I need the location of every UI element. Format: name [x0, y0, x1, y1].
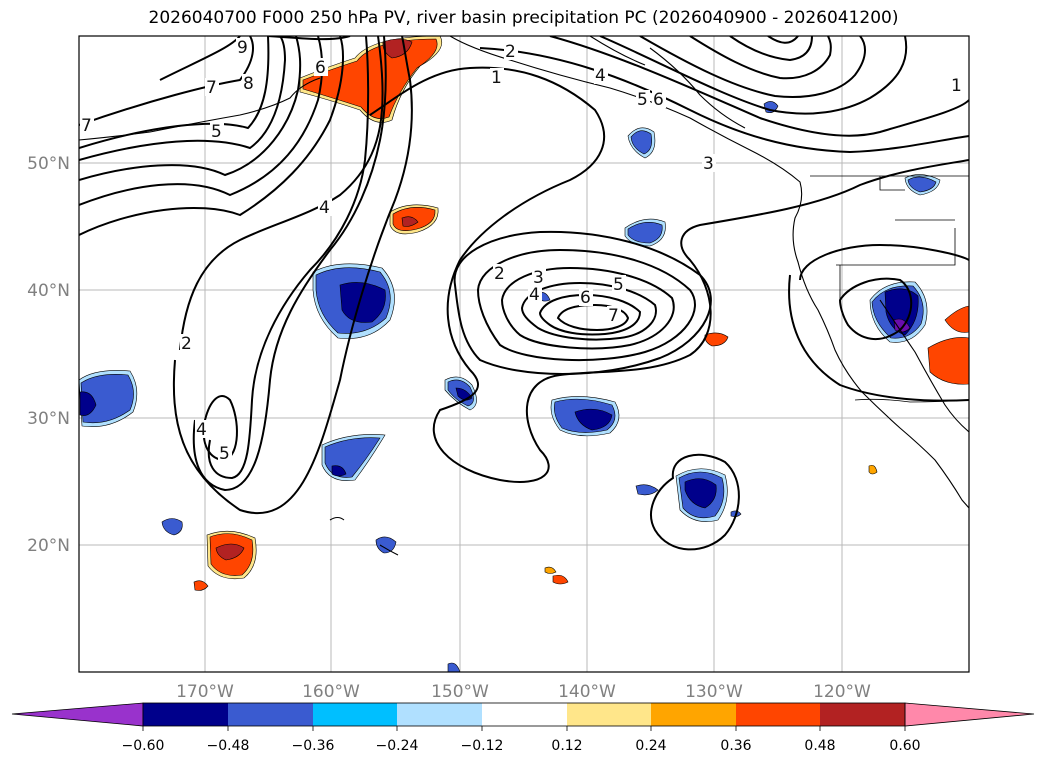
map-title: 2026040700 F000 250 hPa PV, river basin …	[148, 8, 899, 28]
contour-label: 5	[219, 444, 230, 464]
colorbar: −0.60 −0.48 −0.36 −0.24 −0.12 0.12 0.24 …	[11, 702, 1035, 754]
colorbar-segment	[482, 703, 567, 726]
latitude-labels: 50°N 40°N 30°N 20°N	[27, 154, 70, 556]
contour-label: 6	[653, 90, 664, 110]
lon-label: 170°W	[176, 682, 234, 702]
colorbar-tick-label: 0.12	[551, 738, 582, 754]
contour-label: 1	[951, 76, 962, 96]
lon-label: 160°W	[302, 682, 360, 702]
blob-23n-130w	[675, 468, 728, 522]
blob-socal	[927, 305, 969, 385]
blob-45n-155w	[389, 204, 439, 235]
colorbar-segment	[567, 703, 651, 726]
colorbar-tick-label: 0.48	[804, 738, 835, 754]
contour-label: 1	[491, 68, 502, 88]
colorbar-segment	[651, 703, 736, 726]
contour-label: 7	[81, 116, 92, 136]
colorbar-under-arrow	[11, 702, 144, 727]
contour-label: 7	[608, 306, 619, 326]
colorbar-tick-label: −0.12	[461, 738, 504, 754]
blob-26n-160w	[321, 434, 386, 481]
lat-label: 20°N	[27, 536, 70, 556]
contour-label: 6	[580, 288, 591, 308]
contour-label: 2	[494, 264, 505, 284]
colorbar-tick-label: −0.24	[376, 738, 419, 754]
lon-label: 130°W	[685, 682, 743, 702]
colorbar-tick-label: 0.36	[720, 738, 751, 754]
contour-label: 5	[211, 122, 222, 142]
colorbar-segment	[820, 703, 905, 726]
colorbar-tick-label: −0.36	[292, 738, 335, 754]
lon-label: 150°W	[431, 682, 489, 702]
colorbar-tick-label: −0.60	[122, 738, 165, 754]
colorbar-segment	[228, 703, 313, 726]
map-panel: 9 8 7 6 5 4 2 1 4 5 6 3 2 3	[79, 36, 969, 672]
blob-20n-168w	[206, 530, 257, 580]
blob-40n-160w	[312, 263, 395, 339]
lat-label: 30°N	[27, 409, 70, 429]
contour-label: 3	[533, 268, 544, 288]
contour-label: 4	[196, 420, 207, 440]
blob-small-misc	[161, 101, 941, 672]
colorbar-segment	[143, 703, 228, 726]
contour-label: 2	[181, 334, 192, 354]
lon-label: 120°W	[813, 682, 871, 702]
blob-52n-137w	[627, 127, 656, 159]
contour-label: 3	[703, 154, 714, 174]
blob-small-positive	[193, 332, 878, 591]
negative-anomaly-blobs	[79, 101, 941, 672]
contour-label: 6	[315, 58, 326, 78]
contour-label: 4	[529, 285, 540, 305]
pv-contours	[79, 36, 969, 551]
contour-label: 9	[237, 38, 248, 58]
contour-label: 8	[243, 74, 254, 94]
colorbar-tick-label: 0.24	[635, 738, 666, 754]
contour-label: 7	[206, 78, 217, 98]
colorbar-segment	[736, 703, 820, 726]
colorbar-segment	[313, 703, 397, 726]
contour-label: 4	[319, 198, 330, 218]
colorbar-tick-label: 0.60	[889, 738, 920, 754]
lon-label: 140°W	[558, 682, 616, 702]
contour-label: 4	[595, 66, 606, 86]
blob-california	[869, 281, 928, 343]
lat-label: 40°N	[27, 281, 70, 301]
lat-label: 50°N	[27, 154, 70, 174]
map-frame	[78, 35, 970, 673]
contour-labels: 9 8 7 6 5 4 2 1 4 5 6 3 2 3	[80, 38, 964, 464]
contour-label: 5	[613, 275, 624, 295]
blob-30n-140w	[550, 396, 620, 437]
blob-west-edge	[79, 370, 138, 427]
blob-44n-137w	[624, 218, 666, 247]
contour-label: 2	[505, 42, 516, 62]
colorbar-tick-label: −0.48	[207, 738, 250, 754]
longitude-labels: 170°W 160°W 150°W 140°W 130°W 120°W	[176, 682, 871, 702]
contour-label: 5	[637, 90, 648, 110]
colorbar-segment	[397, 703, 482, 726]
colorbar-over-arrow	[904, 702, 1035, 727]
